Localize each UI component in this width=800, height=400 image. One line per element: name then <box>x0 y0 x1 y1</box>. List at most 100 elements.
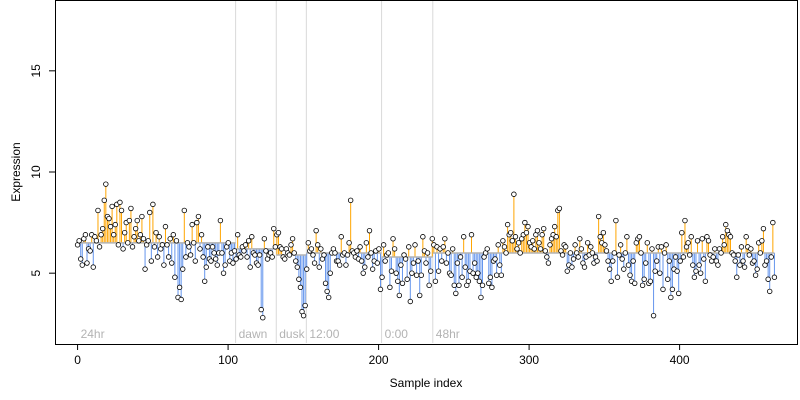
data-point <box>523 230 530 236</box>
data-point <box>657 270 663 276</box>
data-point <box>638 250 644 256</box>
data-point <box>497 262 503 268</box>
data-point <box>76 238 82 244</box>
data-point <box>616 252 622 258</box>
data-point <box>544 254 550 260</box>
data-point <box>363 240 370 246</box>
data-point <box>448 272 454 278</box>
data-point <box>410 260 417 266</box>
data-point <box>767 288 773 295</box>
data-point <box>694 238 701 244</box>
data-point <box>395 278 401 284</box>
data-point <box>719 234 726 240</box>
data-point <box>336 262 343 268</box>
data-point <box>120 246 126 252</box>
data-point <box>212 256 219 262</box>
data-point <box>308 246 315 252</box>
data-point <box>449 246 456 252</box>
data-point <box>198 232 205 238</box>
data-point <box>325 294 332 301</box>
data-point <box>316 264 322 270</box>
data-point <box>652 268 658 274</box>
data-point <box>435 268 442 274</box>
data-point <box>409 270 415 276</box>
data-point <box>442 236 448 242</box>
data-point <box>217 217 224 224</box>
data-point <box>639 282 646 289</box>
data-point <box>282 256 288 262</box>
data-point <box>343 262 349 268</box>
data-point <box>79 262 85 268</box>
data-point <box>578 246 585 252</box>
data-point <box>489 284 495 291</box>
data-point <box>263 248 269 254</box>
data-point <box>95 207 101 214</box>
data-point <box>597 234 603 240</box>
data-point <box>445 250 451 256</box>
data-point <box>675 290 682 297</box>
y-axis: 5 10 15 <box>29 64 55 277</box>
data-point <box>418 272 424 278</box>
data-point <box>621 266 627 272</box>
data-point <box>205 244 211 250</box>
data-point <box>128 205 134 212</box>
data-point <box>457 254 464 260</box>
data-point <box>429 236 435 242</box>
data-point <box>668 294 674 301</box>
data-point <box>117 199 123 206</box>
data-point <box>495 242 501 248</box>
data-point <box>244 254 250 260</box>
data-point <box>508 230 514 236</box>
data-point <box>137 232 144 238</box>
data-point <box>385 250 392 256</box>
data-point <box>260 314 266 321</box>
data-point <box>600 230 607 236</box>
data-point <box>125 240 131 246</box>
data-point <box>112 221 118 228</box>
data-point <box>98 232 104 238</box>
data-point <box>242 242 249 248</box>
data-point <box>170 232 177 238</box>
data-point <box>475 270 481 276</box>
data-point <box>613 217 619 224</box>
data-point <box>376 246 382 252</box>
data-point <box>487 274 494 280</box>
data-point <box>531 246 537 252</box>
data-point <box>272 244 279 250</box>
data-point <box>426 282 432 289</box>
data-point <box>735 252 742 258</box>
data-point <box>624 234 630 240</box>
data-point <box>537 246 544 252</box>
data-point <box>132 225 139 232</box>
data-point <box>525 223 531 230</box>
data-point <box>471 260 478 266</box>
segment-label: 48hr <box>436 327 460 341</box>
data-point <box>559 252 566 258</box>
data-point <box>391 246 398 252</box>
data-point <box>203 264 209 270</box>
data-point <box>771 274 778 280</box>
data-point <box>686 252 693 258</box>
data-point <box>715 262 721 268</box>
data-point <box>249 234 255 240</box>
data-point <box>765 276 771 282</box>
data-point <box>493 272 500 278</box>
data-point <box>454 260 461 266</box>
data-point <box>484 246 490 252</box>
data-point <box>622 250 629 256</box>
data-point <box>658 244 665 250</box>
data-point <box>754 266 760 272</box>
data-point <box>172 274 178 280</box>
data-point <box>225 240 231 246</box>
data-point <box>241 248 247 254</box>
data-point <box>148 258 155 264</box>
data-point <box>595 213 602 220</box>
data-point <box>93 238 100 244</box>
data-point <box>737 262 743 268</box>
data-point <box>541 225 547 232</box>
data-point <box>608 278 614 284</box>
data-point <box>660 286 666 293</box>
data-point <box>759 238 765 244</box>
data-point <box>176 284 183 291</box>
data-point <box>140 236 147 242</box>
